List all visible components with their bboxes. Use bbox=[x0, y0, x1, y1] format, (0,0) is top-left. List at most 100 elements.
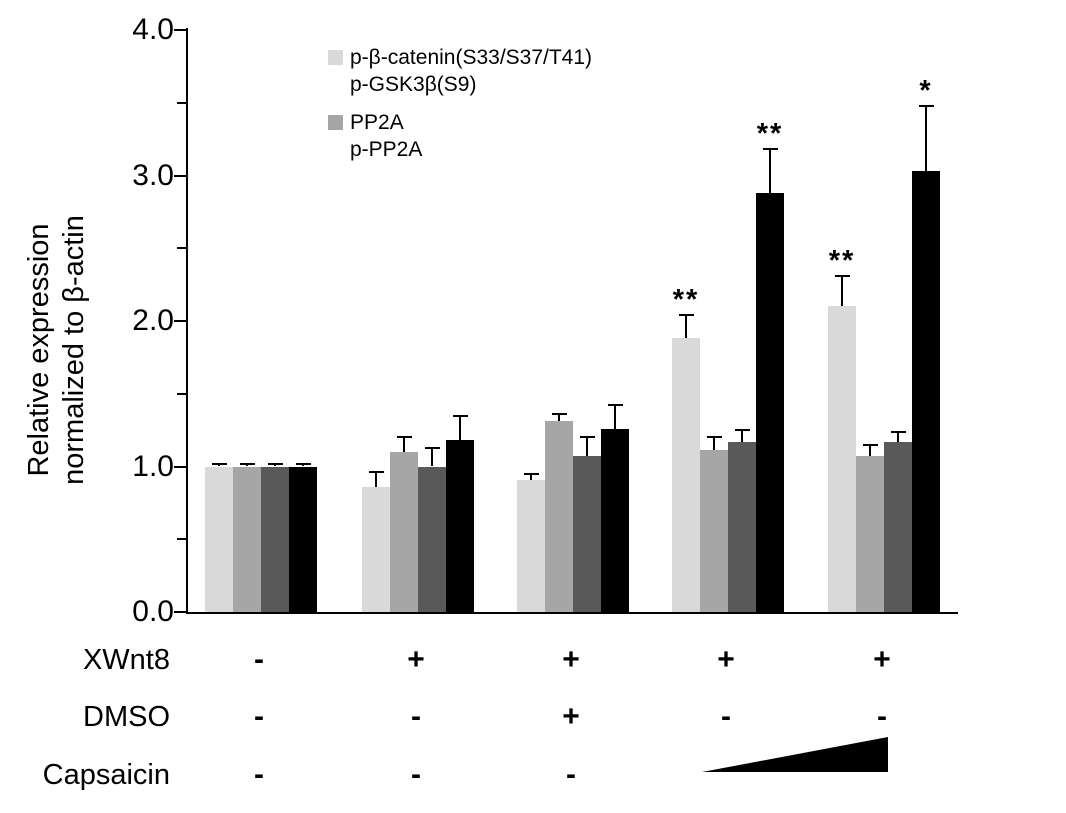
error-bar-whisker bbox=[741, 430, 743, 442]
condition-sign-xwnt8-col4: + bbox=[717, 643, 735, 676]
condition-sign-xwnt8-col1: - bbox=[254, 643, 264, 676]
error-bar-cap bbox=[396, 436, 412, 439]
y-axis-title-line2: normalized to β-actin bbox=[58, 215, 90, 485]
error-bar-whisker bbox=[218, 463, 220, 467]
error-bar-cap bbox=[734, 429, 750, 432]
bar-pp2a bbox=[418, 466, 446, 612]
legend-label-p-gsk3b: p-GSK3β(S9) bbox=[350, 73, 477, 96]
bar-p-gsk3-s9- bbox=[700, 450, 728, 612]
condition-sign-dmso-col1: - bbox=[254, 700, 264, 733]
y-tick-label: 4.0 bbox=[132, 13, 174, 46]
legend-swatch-light-gray bbox=[328, 50, 343, 65]
error-bar-cap bbox=[523, 472, 539, 475]
condition-sign-dmso-col2: - bbox=[411, 700, 421, 733]
error-bar-whisker bbox=[769, 149, 771, 193]
error-bar-cap bbox=[551, 413, 567, 416]
error-bar-whisker bbox=[274, 463, 276, 467]
condition-sign-xwnt8-col5: + bbox=[873, 643, 891, 676]
condition-sign-capsaicin-col2: - bbox=[411, 758, 421, 791]
y-axis-title-line1: Relative expression bbox=[23, 223, 55, 477]
error-bar-whisker bbox=[246, 463, 248, 467]
error-bar-whisker bbox=[431, 447, 433, 467]
condition-sign-dmso-col4: - bbox=[721, 700, 731, 733]
error-bar-whisker bbox=[302, 463, 304, 467]
y-minor-tick bbox=[177, 392, 186, 395]
y-axis-line bbox=[186, 28, 188, 614]
error-bar-whisker bbox=[403, 437, 405, 452]
capsaicin-dose-wedge-icon bbox=[702, 737, 888, 772]
bar-p-gsk3-s9- bbox=[856, 456, 884, 612]
y-tick-label: 2.0 bbox=[132, 304, 174, 337]
error-bar-cap bbox=[890, 430, 906, 433]
error-bar-cap bbox=[368, 471, 384, 474]
y-major-tick bbox=[174, 465, 186, 468]
y-tick-label: 1.0 bbox=[132, 449, 174, 483]
bar-p-catenin-s33-s37-t41- bbox=[362, 486, 390, 612]
significance-star: ** bbox=[828, 244, 856, 277]
legend: p-β-catenin(S33/S37/T41) p-GSK3β(S9) PP2… bbox=[328, 44, 592, 174]
x-axis-line bbox=[186, 612, 958, 614]
condition-row-label-capsaicin: Capsaicin bbox=[42, 759, 170, 791]
error-bar-whisker bbox=[869, 444, 871, 457]
error-bar-cap bbox=[267, 462, 283, 465]
bar-pp2a bbox=[728, 441, 756, 612]
error-bar-cap bbox=[918, 104, 934, 107]
bar-p-catenin-s33-s37-t41- bbox=[828, 306, 856, 612]
error-bar-cap bbox=[762, 148, 778, 151]
bar-p-gsk3-s9- bbox=[545, 421, 573, 612]
legend-label-p-b-catenin: p-β-catenin(S33/S37/T41) bbox=[350, 46, 593, 69]
error-bar-whisker bbox=[586, 437, 588, 457]
y-axis-title: Relative expression normalized to β-acti… bbox=[22, 140, 92, 560]
y-minor-tick bbox=[177, 538, 186, 541]
error-bar-cap bbox=[452, 414, 468, 417]
bar-p-pp2a bbox=[912, 171, 940, 612]
error-bar-whisker bbox=[614, 405, 616, 429]
bar-p-catenin-s33-s37-t41- bbox=[672, 338, 700, 612]
error-bar-whisker bbox=[558, 414, 560, 422]
y-minor-tick bbox=[177, 101, 186, 104]
bar-pp2a bbox=[884, 441, 912, 612]
bar-pp2a bbox=[573, 456, 601, 612]
condition-sign-dmso-col3: + bbox=[562, 700, 580, 733]
error-bar-whisker bbox=[375, 472, 377, 487]
error-bar-whisker bbox=[925, 105, 927, 172]
error-bar-cap bbox=[678, 314, 694, 317]
condition-sign-capsaicin-col3: - bbox=[566, 758, 576, 791]
bar-p-catenin-s33-s37-t41- bbox=[205, 466, 233, 612]
legend-swatch-gray bbox=[328, 115, 343, 130]
error-bar-whisker bbox=[530, 473, 532, 480]
significance-star: ** bbox=[672, 284, 700, 317]
condition-sign-xwnt8-col3: + bbox=[562, 643, 580, 676]
error-bar-cap bbox=[862, 443, 878, 446]
bar-p-catenin-s33-s37-t41- bbox=[517, 479, 545, 612]
y-tick-label: 3.0 bbox=[132, 158, 174, 192]
error-bar-cap bbox=[211, 462, 227, 465]
y-minor-tick bbox=[177, 247, 186, 250]
legend-label-p-pp2a: p-PP2A bbox=[350, 138, 423, 161]
condition-sign-xwnt8-col2: + bbox=[407, 643, 425, 676]
condition-row-label-dmso: DMSO bbox=[83, 701, 170, 733]
error-bar-whisker bbox=[713, 437, 715, 451]
bar-p-pp2a bbox=[289, 466, 317, 612]
error-bar-whisker bbox=[897, 431, 899, 442]
error-bar-cap bbox=[607, 404, 623, 407]
y-tick-label: 0.0 bbox=[132, 595, 174, 628]
condition-sign-dmso-col5: - bbox=[877, 700, 887, 733]
error-bar-whisker bbox=[459, 415, 461, 441]
significance-star: ** bbox=[756, 118, 784, 151]
bar-p-pp2a bbox=[601, 428, 629, 612]
error-bar-whisker bbox=[841, 275, 843, 307]
bar-p-gsk3-s9- bbox=[390, 451, 418, 612]
error-bar-cap bbox=[424, 446, 440, 449]
condition-sign-capsaicin-col1: - bbox=[254, 758, 264, 791]
error-bar-cap bbox=[706, 436, 722, 439]
error-bar-cap bbox=[295, 462, 311, 465]
error-bar-cap bbox=[834, 274, 850, 277]
error-bar-whisker bbox=[685, 315, 687, 339]
legend-entry-2: PP2A p-PP2A bbox=[328, 109, 592, 163]
bar-pp2a bbox=[261, 466, 289, 612]
error-bar-cap bbox=[579, 436, 595, 439]
legend-label-pp2a: PP2A bbox=[350, 111, 404, 134]
y-major-tick bbox=[174, 611, 186, 613]
y-major-tick bbox=[174, 174, 186, 177]
